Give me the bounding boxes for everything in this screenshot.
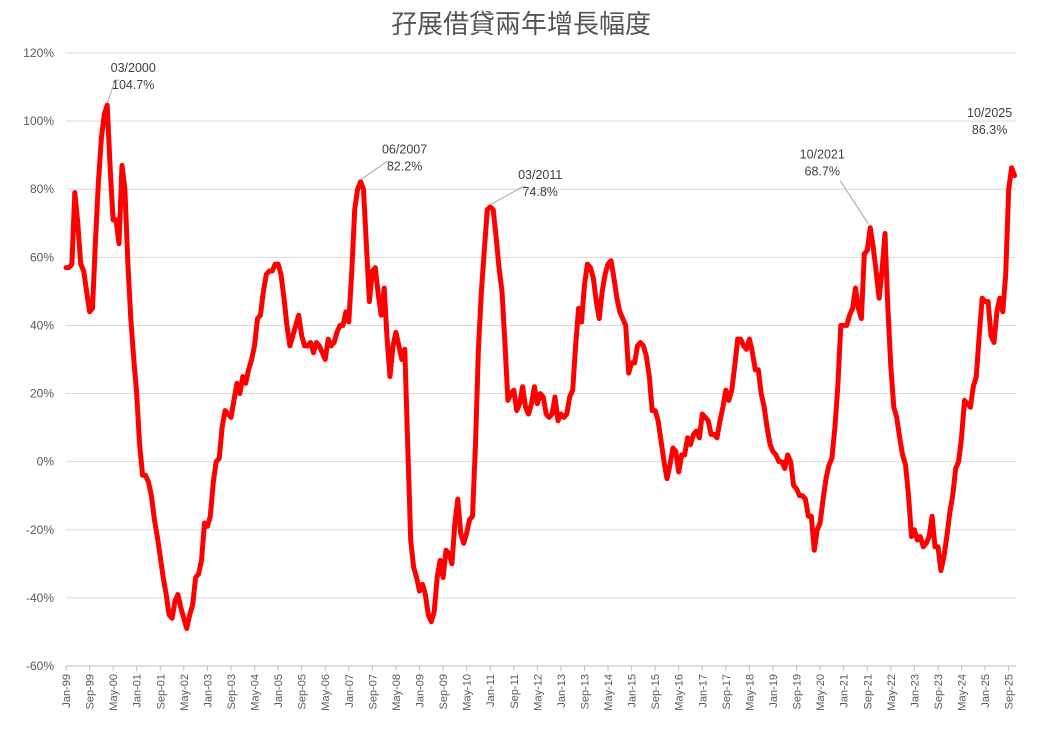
- x-tick-label: Sep-15: [650, 674, 662, 709]
- x-tick-label: May-00: [108, 674, 120, 711]
- x-tick-label: May-20: [815, 674, 827, 711]
- chart-title: 孖展借貸兩年增長幅度: [391, 10, 651, 40]
- x-tick-label: Sep-03: [226, 674, 238, 709]
- annotation-leader: [360, 161, 391, 181]
- x-tick-label: May-06: [320, 674, 332, 711]
- y-tick-label: 60%: [30, 250, 54, 264]
- x-tick-label: Jan-13: [556, 674, 568, 708]
- x-tick-label: May-08: [391, 674, 403, 711]
- x-tick-label: Sep-17: [721, 674, 733, 709]
- annotation-date: 06/2007: [382, 143, 427, 157]
- annotation-value: 68.7%: [805, 165, 840, 179]
- x-tick-label: May-18: [744, 674, 756, 711]
- x-tick-label: Jan-21: [839, 674, 851, 708]
- annotation-date: 10/2025: [967, 106, 1012, 120]
- x-tick-label: Sep-19: [792, 674, 804, 709]
- x-tick-label: Jan-09: [415, 674, 427, 708]
- x-tick-label: Sep-25: [1004, 674, 1016, 709]
- x-tick-label: Jan-17: [697, 674, 709, 708]
- x-tick-label: May-10: [462, 674, 474, 711]
- x-tick-label: Sep-13: [579, 674, 591, 709]
- x-tick-label: Jan-07: [344, 674, 356, 708]
- x-tick-label: Sep-23: [933, 674, 945, 709]
- x-tick-label: Jan-11: [485, 674, 497, 707]
- x-tick-label: May-02: [179, 674, 191, 711]
- y-tick-label: -60%: [26, 659, 54, 673]
- y-tick-label: -20%: [26, 523, 54, 537]
- y-tick-label: 20%: [30, 387, 54, 401]
- x-tick-label: Sep-01: [155, 674, 167, 709]
- x-tick-label: Sep-99: [85, 674, 97, 709]
- annotation-value: 74.8%: [522, 185, 557, 199]
- series-line: [63, 102, 1018, 631]
- annotation-date: 10/2021: [800, 148, 845, 162]
- x-tick-label: Jan-15: [627, 674, 639, 708]
- y-axis-ticks: -60% -40% -20% 0% 20% 40% 60% 80% 100% 120%: [23, 46, 54, 673]
- y-tick-label: 100%: [23, 114, 54, 128]
- x-tick-label: May-16: [674, 674, 686, 711]
- y-tick-label: -40%: [26, 591, 54, 605]
- x-tick-label: Jan-23: [909, 674, 921, 708]
- x-tick-label: May-22: [886, 674, 898, 711]
- annotation-date: 03/2000: [111, 61, 156, 75]
- gridlines: [66, 52, 1016, 667]
- y-tick-label: 40%: [30, 318, 54, 332]
- x-tick-label: Jan-99: [61, 674, 73, 708]
- x-tick-label: Jan-03: [202, 674, 214, 708]
- annotation-value: 104.7%: [112, 78, 154, 92]
- annotation-date: 03/2011: [518, 168, 562, 182]
- x-axis-ticks: Jan-99 Sep-99 May-00 Jan-01 Sep-01 May-02 Jan-…: [61, 666, 1016, 711]
- x-tick-label: Sep-09: [438, 674, 450, 709]
- annotation-value: 82.2%: [387, 160, 422, 174]
- x-tick-label: Sep-05: [297, 674, 309, 709]
- x-tick-label: May-12: [532, 674, 544, 711]
- series-layer: [63, 102, 1018, 631]
- y-tick-label: 0%: [37, 455, 55, 469]
- x-tick-label: Sep-11: [509, 674, 521, 709]
- annotation-value: 86.3%: [972, 123, 1007, 137]
- x-tick-label: Sep-07: [367, 674, 379, 709]
- x-tick-label: Jan-25: [980, 674, 992, 708]
- annotation-leader: [489, 186, 527, 206]
- x-tick-label: Sep-21: [862, 674, 874, 709]
- x-tick-label: Jan-19: [768, 674, 780, 708]
- annotations: 03/2000 104.7% 06/2007 82.2% 03/2011 74.8% 10/…: [106, 61, 1012, 224]
- x-tick-label: Jan-05: [273, 674, 285, 708]
- x-tick-label: May-14: [603, 674, 615, 711]
- x-tick-label: May-24: [957, 674, 969, 711]
- annotation-leader: [839, 180, 869, 224]
- y-tick-label: 80%: [30, 182, 54, 196]
- annotation-leader: [106, 79, 120, 104]
- x-tick-label: Jan-01: [132, 674, 144, 708]
- y-tick-label: 120%: [23, 46, 54, 60]
- x-tick-label: May-04: [250, 674, 262, 711]
